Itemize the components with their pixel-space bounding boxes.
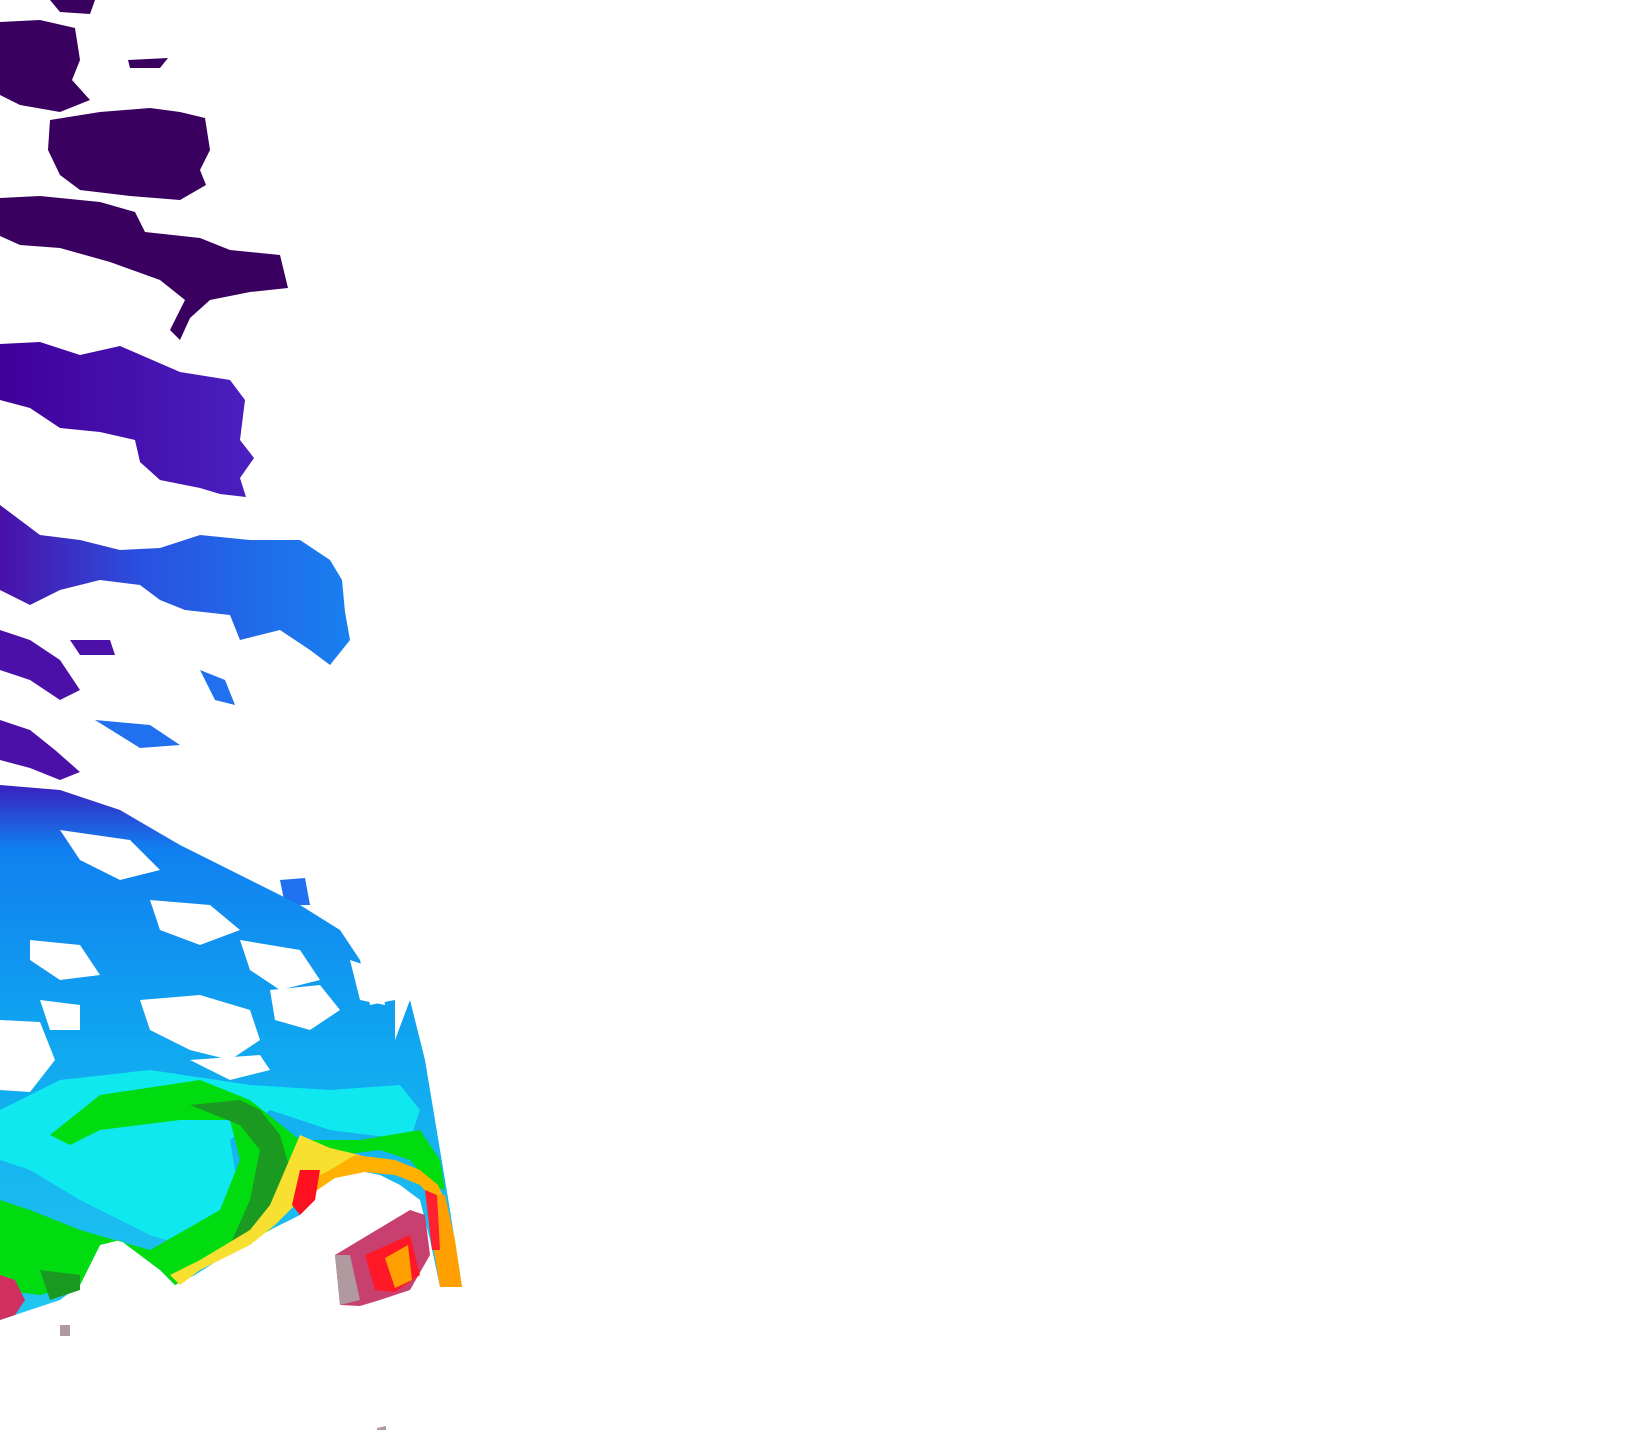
region-extreme-rim [292,1170,320,1215]
region-mid-streaks [95,670,310,905]
region-higher [190,1100,290,1245]
cloud-mask [0,830,385,1092]
region-extreme-strip [425,1190,440,1250]
region-peak [385,1245,412,1288]
region-invalid-speck [60,1325,70,1336]
region-low-mid-band [0,505,350,665]
region-invalid [335,1255,360,1305]
region-low-band-1 [0,342,254,497]
region-low-mid-streaks [0,630,115,780]
region-high [0,1080,445,1295]
region-invalid-speck-2 [377,1426,386,1430]
region-higher-west [40,1270,80,1300]
region-saturated-west [0,1275,25,1320]
region-peak-rim [300,1155,445,1205]
region-very-low-north [0,0,288,340]
